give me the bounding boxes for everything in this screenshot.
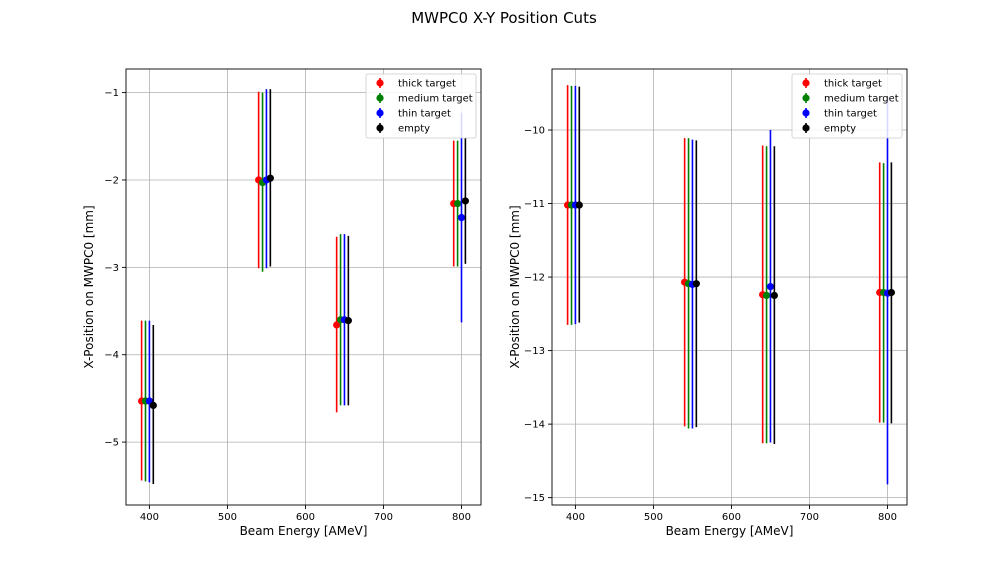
- x-tick-label: 400: [140, 512, 159, 523]
- data-point: [344, 317, 352, 325]
- y-tick-label: −4: [104, 350, 119, 361]
- data-point: [692, 280, 700, 288]
- legend-entry-label: medium target: [398, 94, 473, 105]
- y-tick-label: −11: [524, 199, 545, 210]
- x-axis-label: Beam Energy [AMeV]: [666, 524, 794, 538]
- x-tick-label: 400: [566, 512, 585, 523]
- legend-entry-label: thick target: [398, 79, 456, 90]
- axes-frame: [125, 68, 482, 506]
- legend-marker-icon: [802, 109, 810, 117]
- legend-entry-label: medium target: [824, 94, 899, 105]
- y-tick-label: −3: [104, 263, 119, 274]
- data-point: [766, 283, 775, 291]
- y-tick-label: −13: [524, 346, 545, 357]
- y-tick-label: −5: [104, 438, 119, 449]
- legend-entry-label: thick target: [824, 79, 882, 90]
- legend-marker-icon: [376, 79, 384, 87]
- x-tick-label: 700: [374, 512, 393, 523]
- legend-entry-label: thin target: [824, 109, 877, 120]
- chart-right: 400 500 600 700 800 −15 −14 −13 −12 −11 −10 Beam En…: [508, 68, 908, 538]
- data-point: [453, 199, 462, 208]
- chart-left: 400 500 600 700 800 −5 −4 −3 −2 −1 Beam Energy [AM…: [82, 68, 482, 538]
- y-tick-label: −2: [104, 175, 119, 186]
- y-axis-label: X-Position on MWPC0 [mm]: [82, 205, 96, 368]
- y-tick-label: −10: [524, 126, 545, 137]
- data-point: [575, 201, 583, 209]
- data-point: [770, 291, 778, 300]
- axes-frame: [551, 68, 908, 506]
- data-point: [266, 174, 274, 182]
- legend-marker-icon: [802, 94, 810, 102]
- legend-marker-icon: [802, 124, 810, 132]
- x-tick-label: 500: [218, 512, 237, 523]
- x-tick-label: 800: [452, 512, 471, 523]
- data-point: [149, 401, 157, 409]
- legend: thick target medium target thin target empt…: [365, 73, 477, 139]
- data-point: [887, 288, 895, 297]
- figure-title: MWPC0 X-Y Position Cuts: [411, 9, 597, 27]
- legend-box: [365, 73, 477, 139]
- legend-entry-label: empty: [824, 124, 856, 135]
- x-tick-label: 600: [296, 512, 315, 523]
- x-axis-label: Beam Energy [AMeV]: [240, 524, 368, 538]
- y-tick-label: −14: [524, 420, 545, 431]
- y-axis-label: X-Position on MWPC0 [mm]: [508, 205, 522, 368]
- x-tick-label: 500: [644, 512, 663, 523]
- legend: thick target medium target thin target empt…: [791, 73, 903, 139]
- x-tick-label: 700: [800, 512, 819, 523]
- x-tick-label: 800: [878, 512, 897, 523]
- legend-entry-label: empty: [398, 124, 430, 135]
- data-point: [461, 197, 469, 205]
- data-point: [333, 321, 341, 329]
- x-tick-label: 600: [722, 512, 741, 523]
- legend-marker-icon: [376, 124, 384, 132]
- legend-marker-icon: [376, 109, 384, 117]
- y-tick-label: −1: [104, 88, 119, 99]
- y-tick-label: −15: [524, 493, 545, 504]
- legend-box: [791, 73, 903, 139]
- y-tick-label: −12: [524, 273, 545, 284]
- legend-marker-icon: [376, 94, 384, 102]
- legend-entry-label: thin target: [398, 109, 451, 120]
- data-point: [762, 291, 771, 300]
- legend-marker-icon: [802, 79, 810, 87]
- data-point: [457, 213, 466, 222]
